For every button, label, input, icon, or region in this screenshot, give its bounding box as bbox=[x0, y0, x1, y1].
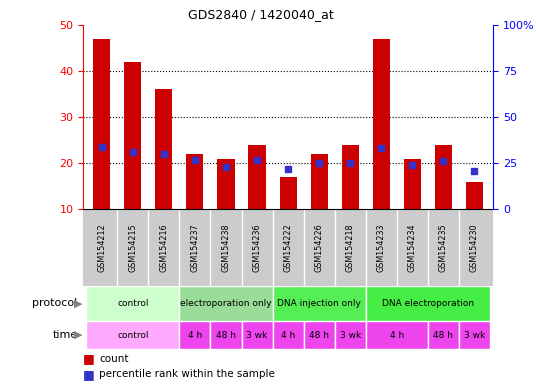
Text: protocol: protocol bbox=[33, 298, 78, 308]
Bar bbox=[273, 321, 303, 349]
Bar bbox=[466, 182, 483, 209]
Text: GSM154212: GSM154212 bbox=[97, 223, 106, 272]
Bar bbox=[303, 321, 334, 349]
Text: control: control bbox=[117, 299, 148, 308]
Bar bbox=[428, 321, 459, 349]
Text: GSM154226: GSM154226 bbox=[315, 223, 324, 272]
Text: ▶: ▶ bbox=[73, 298, 82, 308]
Text: 3 wk: 3 wk bbox=[464, 331, 485, 339]
Text: 3 wk: 3 wk bbox=[247, 331, 267, 339]
Bar bbox=[218, 159, 235, 209]
Bar bbox=[93, 39, 110, 209]
Text: ■: ■ bbox=[83, 353, 95, 366]
Bar bbox=[311, 154, 327, 209]
Bar bbox=[249, 145, 265, 209]
Text: 48 h: 48 h bbox=[434, 331, 453, 339]
Text: 4 h: 4 h bbox=[188, 331, 202, 339]
Bar bbox=[86, 321, 180, 349]
Text: GSM154235: GSM154235 bbox=[439, 223, 448, 272]
Text: 4 h: 4 h bbox=[390, 331, 404, 339]
Text: time: time bbox=[53, 330, 78, 340]
Bar bbox=[187, 154, 204, 209]
Text: electroporation only: electroporation only bbox=[180, 299, 272, 308]
Bar bbox=[273, 286, 366, 321]
Text: GSM154237: GSM154237 bbox=[190, 223, 199, 272]
Text: GSM154218: GSM154218 bbox=[346, 223, 355, 272]
Text: GSM154222: GSM154222 bbox=[284, 223, 293, 272]
Text: GSM154216: GSM154216 bbox=[159, 223, 168, 272]
Text: GDS2840 / 1420040_at: GDS2840 / 1420040_at bbox=[189, 8, 334, 21]
Bar bbox=[459, 321, 490, 349]
Text: control: control bbox=[117, 331, 148, 339]
Text: 48 h: 48 h bbox=[309, 331, 329, 339]
Text: ■: ■ bbox=[83, 368, 95, 381]
Text: GSM154234: GSM154234 bbox=[408, 223, 417, 272]
Bar bbox=[211, 321, 242, 349]
Bar bbox=[242, 321, 273, 349]
Text: 3 wk: 3 wk bbox=[340, 331, 361, 339]
Text: GSM154230: GSM154230 bbox=[470, 223, 479, 272]
Bar bbox=[180, 286, 273, 321]
Text: GSM154233: GSM154233 bbox=[377, 223, 386, 272]
Text: count: count bbox=[99, 354, 129, 364]
Text: ▶: ▶ bbox=[73, 330, 82, 340]
Text: 4 h: 4 h bbox=[281, 331, 295, 339]
Bar bbox=[124, 62, 142, 209]
Bar bbox=[404, 159, 421, 209]
Text: GSM154236: GSM154236 bbox=[252, 223, 262, 272]
Bar bbox=[366, 286, 490, 321]
Bar bbox=[341, 145, 359, 209]
Bar bbox=[334, 321, 366, 349]
Bar bbox=[155, 89, 173, 209]
Text: DNA electroporation: DNA electroporation bbox=[382, 299, 474, 308]
Text: GSM154215: GSM154215 bbox=[128, 223, 137, 272]
Text: percentile rank within the sample: percentile rank within the sample bbox=[99, 369, 275, 379]
Text: DNA injection only: DNA injection only bbox=[277, 299, 361, 308]
Bar bbox=[373, 39, 390, 209]
Bar bbox=[86, 286, 180, 321]
Bar bbox=[280, 177, 296, 209]
Text: 48 h: 48 h bbox=[216, 331, 236, 339]
Bar bbox=[435, 145, 452, 209]
Text: GSM154238: GSM154238 bbox=[221, 223, 230, 272]
Bar bbox=[180, 321, 211, 349]
Bar bbox=[366, 321, 428, 349]
